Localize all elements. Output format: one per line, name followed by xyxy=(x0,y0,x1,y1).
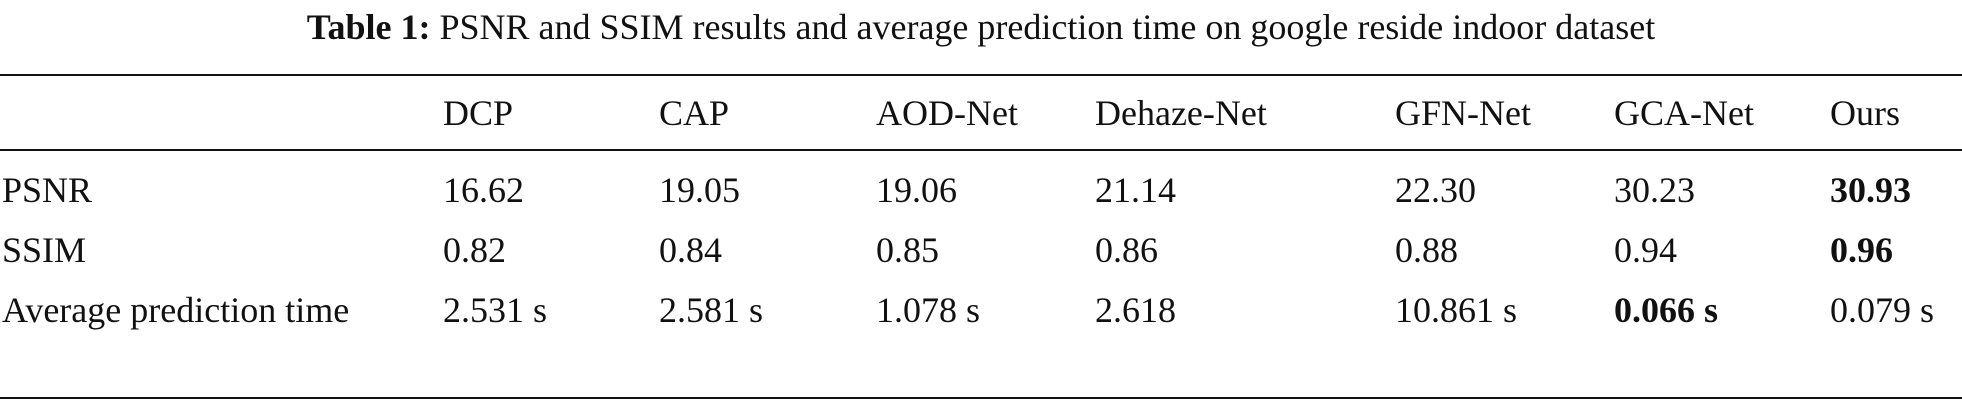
cell: 30.23 xyxy=(1614,170,1695,210)
cell: 0.066 s xyxy=(1614,290,1719,330)
cell: 19.05 xyxy=(659,170,740,210)
mid-rule xyxy=(0,149,1962,151)
cell: 0.88 xyxy=(1395,230,1458,270)
bottom-rule xyxy=(0,397,1962,399)
cell: 21.14 xyxy=(1095,170,1176,210)
column-header: GCA-Net xyxy=(1614,93,1754,133)
row-label: Average prediction time xyxy=(2,290,350,330)
cell: 10.861 s xyxy=(1395,290,1518,330)
cell: 2.531 s xyxy=(443,290,548,330)
column-header: CAP xyxy=(659,93,730,133)
column-header: AOD-Net xyxy=(876,93,1018,133)
cell: 16.62 xyxy=(443,170,524,210)
cell: 22.30 xyxy=(1395,170,1476,210)
cell: 19.06 xyxy=(876,170,957,210)
column-header: GFN-Net xyxy=(1395,93,1531,133)
cell: 0.82 xyxy=(443,230,506,270)
top-rule xyxy=(0,74,1962,76)
column-header: Ours xyxy=(1830,93,1900,133)
caption-label: Table 1: xyxy=(306,7,431,47)
cell: 0.94 xyxy=(1614,230,1677,270)
cell: 0.96 xyxy=(1830,230,1893,270)
caption-text: PSNR and SSIM results and average predic… xyxy=(439,7,1656,47)
column-header: Dehaze-Net xyxy=(1095,93,1267,133)
cell: 0.86 xyxy=(1095,230,1158,270)
cell: 0.85 xyxy=(876,230,939,270)
cell: 30.93 xyxy=(1830,170,1911,210)
cell: 0.84 xyxy=(659,230,722,270)
row-label: SSIM xyxy=(2,230,87,270)
cell: 2.581 s xyxy=(659,290,764,330)
row-label: PSNR xyxy=(2,170,93,210)
cell: 2.618 xyxy=(1095,290,1176,330)
cell: 0.079 s xyxy=(1830,290,1935,330)
table-caption: Table 1: PSNR and SSIM results and avera… xyxy=(0,6,1962,48)
column-header: DCP xyxy=(443,93,514,133)
cell: 1.078 s xyxy=(876,290,981,330)
